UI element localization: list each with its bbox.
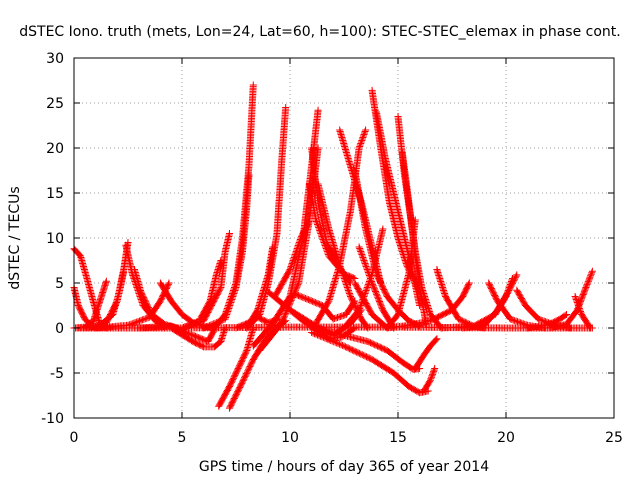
y-tick-label: 15 [46,186,64,202]
series-markers [308,329,432,397]
data-series-42 [420,365,439,395]
y-tick-label: 5 [55,276,64,292]
x-tick-label: 15 [389,430,407,446]
data-series-40 [308,329,432,397]
x-tick-label: 25 [605,430,623,446]
y-tick-label: 25 [46,96,64,112]
series-markers [420,365,439,395]
y-tick-label: 20 [46,141,64,157]
x-tick-label: 20 [497,430,515,446]
axis-ticks: 0 5 10 15 20 25 -10 -5 0 5 10 15 20 25 30 [41,51,623,446]
series-markers [305,180,359,282]
grid-lines [74,58,614,418]
y-tick-label: -10 [41,411,64,427]
y-tick-label: -5 [50,366,64,382]
x-tick-label: 5 [178,430,187,446]
x-axis-label: GPS time / hours of day 365 of year 2014 [199,459,489,475]
data-series-30 [336,126,385,287]
data-series-41 [411,335,441,372]
y-tick-label: 30 [46,51,64,67]
y-tick-label: 10 [46,231,64,247]
series-markers [336,126,385,287]
data-points [70,81,596,412]
series-markers [226,317,290,412]
data-series-14 [226,317,290,412]
y-axis-label: dSTEC / TECUs [7,186,23,289]
y-tick-label: 0 [55,321,64,337]
x-tick-label: 10 [281,430,299,446]
x-tick-label: 0 [70,430,79,446]
data-series-39 [318,326,424,373]
series-markers [215,324,257,410]
chart-title: dSTEC Iono. truth (mets, Lon=24, Lat=60,… [19,24,620,40]
series-markers [411,335,441,372]
data-series-13 [215,324,257,410]
series-markers [318,326,424,373]
data-series-24 [305,180,359,282]
